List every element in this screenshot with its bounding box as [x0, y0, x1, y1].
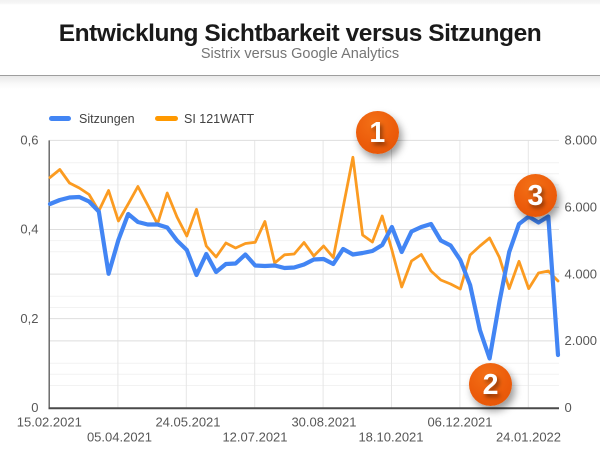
- svg-text:0,2: 0,2: [20, 311, 38, 326]
- svg-text:0,6: 0,6: [20, 133, 38, 148]
- svg-text:18.10.2021: 18.10.2021: [358, 430, 423, 445]
- svg-text:4.000: 4.000: [565, 266, 598, 281]
- svg-text:06.12.2021: 06.12.2021: [427, 415, 492, 430]
- svg-text:24.05.2021: 24.05.2021: [155, 415, 220, 430]
- svg-text:6.000: 6.000: [565, 200, 598, 215]
- svg-text:12.07.2021: 12.07.2021: [222, 430, 287, 445]
- svg-text:8.000: 8.000: [565, 133, 598, 148]
- svg-text:30.08.2021: 30.08.2021: [291, 415, 356, 430]
- svg-text:15.02.2021: 15.02.2021: [17, 415, 82, 430]
- svg-text:05.04.2021: 05.04.2021: [87, 430, 152, 445]
- svg-text:0: 0: [565, 400, 572, 415]
- svg-text:0: 0: [31, 400, 38, 415]
- svg-text:2.000: 2.000: [565, 333, 598, 348]
- svg-text:24.01.2022: 24.01.2022: [496, 430, 561, 445]
- svg-text:0,4: 0,4: [20, 222, 38, 237]
